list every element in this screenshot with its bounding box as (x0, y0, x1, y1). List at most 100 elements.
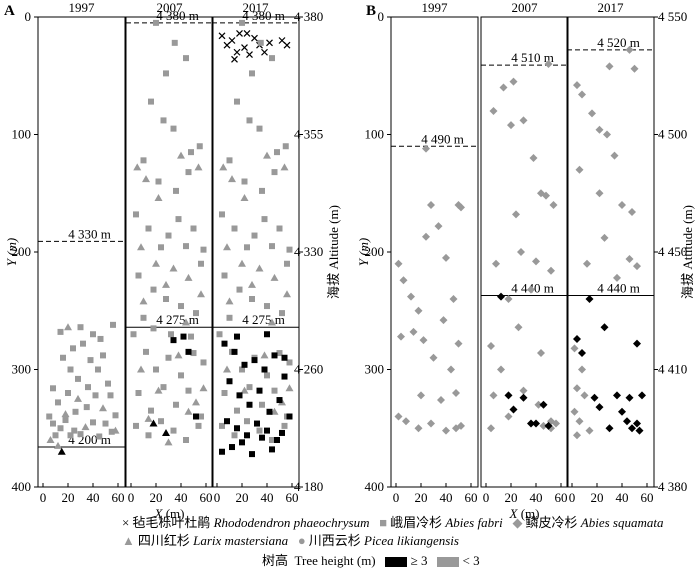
data-point-square (236, 286, 243, 293)
data-point-triangle (219, 163, 228, 171)
data-point-triangle (240, 386, 249, 394)
data-point-diamond (544, 60, 553, 68)
data-point-diamond (497, 292, 505, 301)
cross-stroke (266, 39, 273, 47)
data-point-diamond (590, 393, 599, 402)
data-point-cross (231, 55, 238, 63)
data-point-square (281, 373, 288, 380)
data-point-square (188, 149, 194, 156)
data-point-diamond (519, 386, 528, 395)
data-point-diamond (628, 208, 636, 217)
data-point-square (102, 420, 109, 427)
data-point-diamond (489, 107, 498, 115)
data-point-diamond (595, 189, 604, 198)
cross-stroke (231, 55, 238, 63)
data-point-square (261, 366, 268, 373)
data-point-diamond (625, 45, 634, 54)
data-point-square (274, 149, 280, 156)
data-point-square (148, 407, 154, 414)
data-point-diamond (539, 421, 548, 430)
data-point-diamond (422, 232, 430, 241)
data-point-triangle (142, 175, 150, 183)
data-point-square (50, 385, 56, 392)
data-point-square (226, 378, 233, 385)
data-point-square (165, 232, 172, 239)
facet-frame (125, 16, 214, 488)
data-point-square (190, 350, 197, 357)
data-point-diamond (487, 342, 495, 350)
data-point-diamond (625, 255, 634, 264)
data-point-diamond (605, 424, 614, 433)
treeline-label: 4 275 m (242, 312, 285, 327)
data-point-diamond (613, 391, 621, 400)
data-point-triangle (280, 163, 289, 171)
data-point-square (183, 437, 189, 443)
data-point-square (254, 420, 260, 427)
data-point-square (193, 310, 199, 317)
data-point-diamond (454, 339, 463, 348)
data-point-square (259, 401, 265, 408)
data-point-square (160, 384, 167, 391)
data-point-square (269, 437, 275, 443)
facet-2007: 2007 0 20 40 60 X (m) 4 380 m 4 275 m (125, 0, 214, 521)
data-point-diamond (439, 316, 448, 325)
data-point-square (140, 157, 147, 164)
data-point-diamond (429, 353, 438, 362)
data-point-square (145, 432, 152, 439)
x-axis-title: X (m) (154, 506, 185, 521)
data-point-diamond (623, 417, 631, 426)
x-axis-title: X (m) (509, 506, 540, 521)
panel-letter: A (4, 3, 15, 19)
data-point-triangle (283, 290, 291, 298)
data-point-square (219, 211, 225, 218)
alt-tick-label: 4 330 (294, 244, 323, 259)
data-point-square (200, 359, 207, 366)
data-point-square (241, 178, 248, 185)
data-point-square (143, 348, 149, 355)
data-point-diamond (519, 116, 528, 125)
cross-stroke (218, 32, 226, 40)
data-point-diamond (595, 403, 604, 412)
data-point-triangle (184, 273, 193, 281)
treeline-label: 4 510 m (511, 50, 554, 65)
data-point-square (246, 401, 253, 408)
data-point-triangle (137, 243, 145, 251)
data-point-diamond (633, 262, 641, 271)
data-point-diamond (487, 424, 495, 433)
data-point-square (163, 70, 169, 77)
data-point-diamond (610, 151, 619, 160)
data-point-diamond (573, 431, 581, 440)
data-point-square (140, 314, 147, 321)
data-point-square (185, 348, 192, 355)
data-point-triangle (164, 438, 173, 446)
data-point-diamond (537, 349, 545, 358)
data-point-square (193, 413, 199, 420)
data-point-square (153, 19, 159, 26)
x-tick-label: 40 (530, 490, 543, 505)
data-point-square (221, 272, 228, 279)
data-point-square (256, 125, 263, 132)
data-point-square (110, 321, 116, 328)
data-point-triangle (133, 163, 142, 171)
data-point-triangle (61, 410, 70, 418)
data-point-square (105, 380, 111, 387)
data-point-square (150, 286, 157, 293)
data-point-square (246, 117, 253, 124)
data-point-square (145, 225, 152, 232)
data-point-square (286, 359, 293, 366)
x-tick-label: 40 (175, 490, 188, 505)
data-point-diamond (578, 90, 586, 99)
data-point-square (150, 325, 157, 332)
data-point-triangle (144, 414, 153, 422)
x-tick-label: 0 (393, 490, 400, 505)
data-point-square (107, 392, 114, 399)
data-point-triangle (57, 447, 66, 455)
facet-year-label: 1997 (422, 0, 449, 15)
data-point-square (282, 143, 289, 150)
data-point-diamond (630, 64, 639, 73)
data-point-diamond (457, 421, 465, 430)
data-point-triangle (139, 297, 148, 305)
data-point-square (198, 413, 204, 420)
alt-tick-label: 4 380 (294, 9, 323, 24)
y-tick-label: 0 (378, 9, 385, 24)
